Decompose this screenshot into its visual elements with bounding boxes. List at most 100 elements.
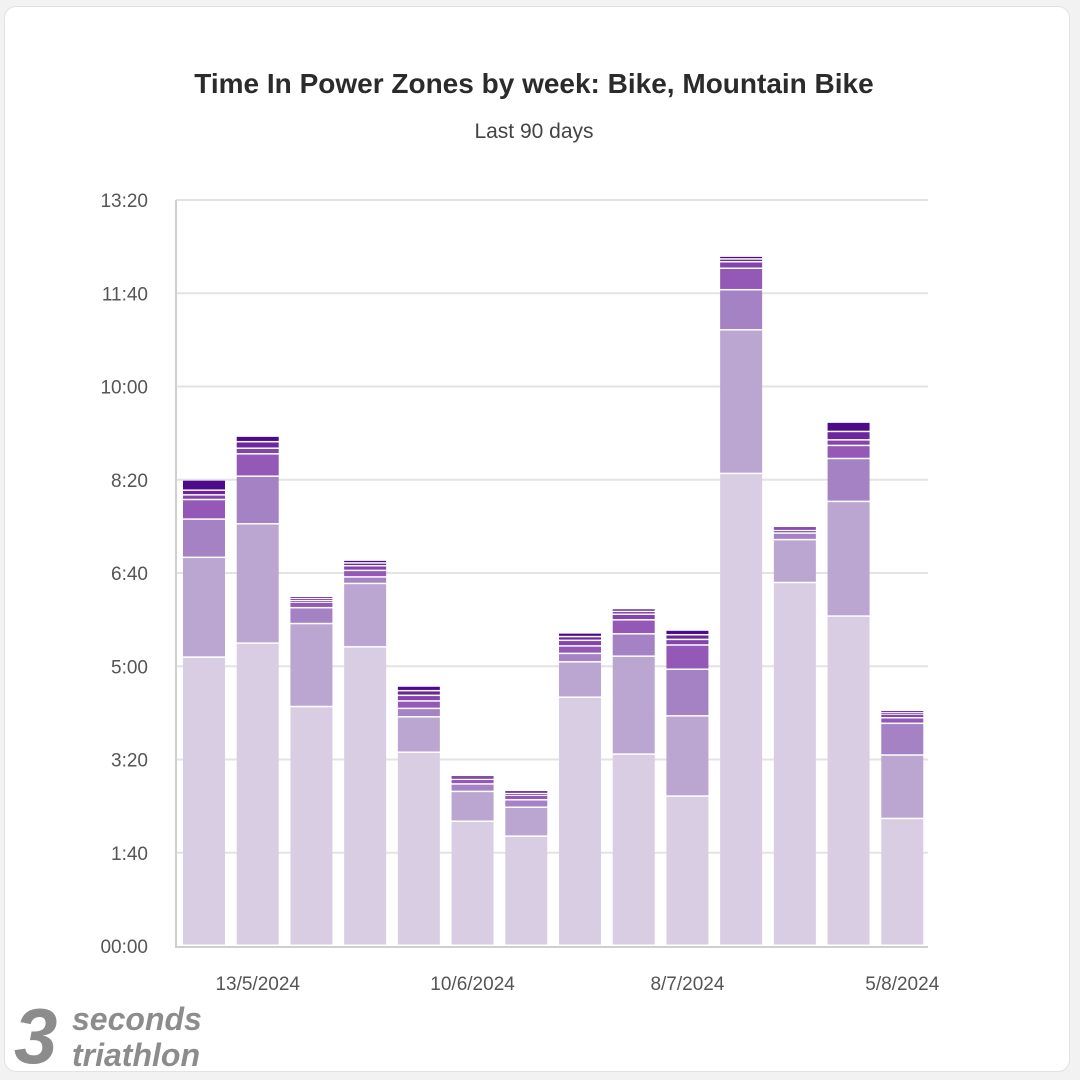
bar-segment-zone-7 (344, 560, 387, 563)
bar-segment-zone-1 (559, 697, 601, 945)
bar-segment-zone-2 (344, 584, 387, 647)
bar-segment-zone-1 (773, 583, 816, 945)
bar-segment-zone-3 (290, 608, 333, 623)
bar-segment-zone-6 (344, 563, 387, 565)
chart-title: Time In Power Zones by week: Bike, Mount… (194, 68, 874, 99)
bar-segment-zone-3 (881, 724, 924, 755)
bar-segment-zone-3 (827, 459, 870, 501)
bar-segment-zone-2 (236, 524, 279, 643)
bar-segment-zone-2 (612, 656, 655, 754)
bar-segment-zone-1 (397, 752, 440, 945)
bar-segment-zone-6 (559, 637, 601, 640)
bar-segment-zone-7 (397, 686, 440, 690)
bar-segment-zone-3 (397, 709, 440, 717)
bar-segment-zone-5 (236, 448, 279, 454)
y-tick-label: 6:40 (111, 564, 148, 585)
bar-segment-zone-7 (505, 791, 548, 793)
bar-segment-zone-5 (505, 794, 548, 795)
bar-segment-zone-6 (236, 442, 279, 448)
bar-segment-zone-2 (827, 502, 870, 616)
bar-segment-zone-1 (720, 474, 763, 945)
bar-segment-zone-2 (720, 330, 763, 473)
bar-segment-zone-3 (344, 577, 387, 583)
bar-segment-zone-6 (183, 490, 225, 495)
bar-segment-zone-6 (720, 259, 763, 261)
bar-segment-zone-1 (612, 754, 655, 945)
bar-segment-zone-6 (666, 635, 709, 639)
bar-segment-zone-3 (666, 669, 709, 716)
bar-segment-zone-3 (183, 519, 225, 557)
bar-segment-zone-4 (236, 454, 279, 476)
bar-segment-zone-6 (505, 792, 548, 793)
bar-segment-zone-3 (720, 290, 763, 330)
bar-segment-zone-5 (881, 714, 924, 717)
x-tick-label: 10/6/2024 (430, 974, 515, 995)
bar-segment-zone-3 (773, 533, 816, 539)
bar-segment-zone-5 (827, 440, 870, 445)
bar-segment-zone-4 (720, 269, 763, 289)
x-tick-label: 8/7/2024 (650, 974, 724, 995)
bar-segment-zone-5 (397, 696, 440, 701)
bar-segment-zone-1 (881, 819, 924, 945)
bar-segment-zone-2 (290, 624, 333, 706)
chart-subtitle: Last 90 days (474, 120, 594, 143)
bar-segment-zone-7 (612, 609, 655, 611)
bar-segment-zone-6 (881, 712, 924, 714)
bar-segment-zone-4 (344, 571, 387, 577)
bar-segment-zone-1 (827, 616, 870, 945)
bar-segment-zone-7 (559, 633, 601, 636)
bar-segment-zone-2 (505, 807, 548, 836)
bar-segment-zone-5 (720, 262, 763, 268)
bar-segment-zone-4 (451, 780, 494, 784)
y-tick-label: 1:40 (111, 844, 148, 865)
bar-segment-zone-2 (881, 755, 924, 818)
logo-word-seconds: seconds (72, 1001, 202, 1037)
bar-segment-zone-6 (451, 777, 494, 779)
logo-word-triathlon: triathlon (72, 1037, 200, 1073)
bar-segment-zone-4 (183, 500, 225, 519)
bar-segment-zone-5 (773, 529, 816, 530)
bar-segment-zone-3 (612, 634, 655, 656)
bar-segment-zone-4 (612, 620, 655, 634)
bar-segment-zone-5 (290, 600, 333, 602)
bar-segment-zone-7 (773, 527, 816, 529)
bar-segment-zone-2 (559, 662, 601, 697)
bar-segment-zone-2 (451, 792, 494, 821)
bar-segment-zone-4 (559, 646, 601, 653)
bar-segment-zone-5 (344, 566, 387, 570)
x-tick-label: 5/8/2024 (865, 974, 939, 995)
bar-segment-zone-7 (666, 630, 709, 634)
bar-segment-zone-5 (612, 614, 655, 620)
bar-segment-zone-7 (827, 422, 870, 431)
bar-segment-zone-7 (183, 480, 225, 490)
bar-segment-zone-4 (290, 602, 333, 607)
bar-segment-zone-4 (827, 446, 870, 458)
bar-segment-zone-5 (559, 641, 601, 646)
x-tick-label: 13/5/2024 (215, 974, 300, 995)
bar-segment-zone-2 (397, 717, 440, 752)
logo-number: 3 (14, 992, 58, 1080)
bar-segment-zone-2 (773, 540, 816, 582)
bar-segment-zone-1 (344, 647, 387, 945)
bar-segment-zone-2 (666, 716, 709, 796)
watermark-logo: 3 seconds triathlon (14, 997, 274, 1079)
y-tick-label: 13:20 (100, 191, 148, 212)
bar-segment-zone-2 (183, 558, 225, 657)
y-tick-label: 5:00 (111, 657, 148, 678)
bar-segment-zone-5 (451, 778, 494, 779)
bar-segment-zone-6 (827, 432, 870, 440)
bar-segment-zone-7 (881, 711, 924, 712)
bar-segment-zone-6 (290, 599, 333, 600)
bar-segment-zone-3 (451, 784, 494, 791)
bar-segment-zone-5 (666, 640, 709, 645)
bar-segment-zone-3 (505, 800, 548, 807)
bar-segment-zone-7 (236, 436, 279, 441)
y-tick-label: 8:20 (111, 471, 148, 492)
bar-segment-zone-7 (290, 597, 333, 599)
bar-segment-zone-4 (666, 645, 709, 669)
bar-segment-zone-4 (505, 795, 548, 800)
bar-segment-zone-1 (451, 821, 494, 945)
y-tick-label: 11:40 (102, 284, 148, 305)
bar-segment-zone-3 (236, 476, 279, 524)
